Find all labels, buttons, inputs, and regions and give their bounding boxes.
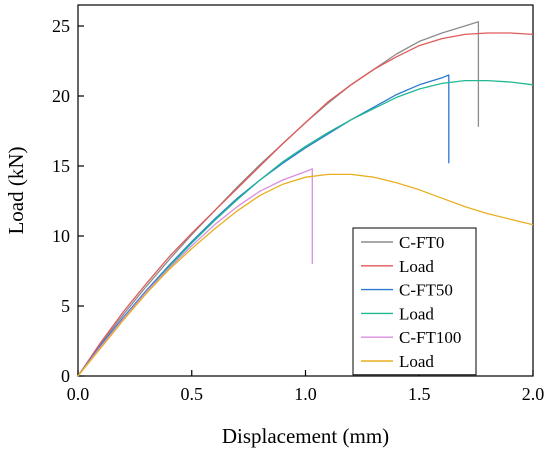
x-tick-label: 0.0: [67, 384, 90, 404]
series-layer: [77, 21, 534, 377]
legend-label-5: C-FT100: [399, 328, 461, 347]
y-tick-label: 20: [52, 86, 70, 106]
y-axis-label: Load (kN): [4, 146, 28, 234]
x-tick-label: 1.0: [294, 384, 317, 404]
y-tick-label: 0: [61, 366, 70, 386]
y-tick-label: 15: [52, 156, 70, 176]
y-tick-label: 25: [52, 16, 70, 36]
x-tick-label: 2.0: [522, 384, 545, 404]
x-tick-label: 0.5: [181, 384, 204, 404]
y-tick-label: 5: [61, 296, 70, 316]
series-line-6: [77, 173, 534, 377]
series-line-2: [77, 32, 534, 377]
legend-label-3: C-FT50: [399, 281, 453, 300]
axis-ticks: 0.0 0.5 1.0 1.5 2.0 0 5 10 15 20 25: [52, 16, 544, 404]
series-line-3: [77, 74, 450, 377]
legend-label-2: Load: [399, 257, 434, 276]
series-line-5: [77, 168, 313, 377]
legend-label-1: C-FT0: [399, 233, 444, 252]
legend-label-6: Load: [399, 352, 434, 371]
legend: C-FT0 Load C-FT50 Load C-FT100 Load: [352, 227, 477, 376]
x-tick-label: 1.5: [408, 384, 431, 404]
x-axis-label: Displacement (mm): [222, 424, 389, 448]
y-tick-label: 10: [52, 226, 70, 246]
legend-label-4: Load: [399, 304, 434, 323]
legend-box: [352, 227, 477, 376]
